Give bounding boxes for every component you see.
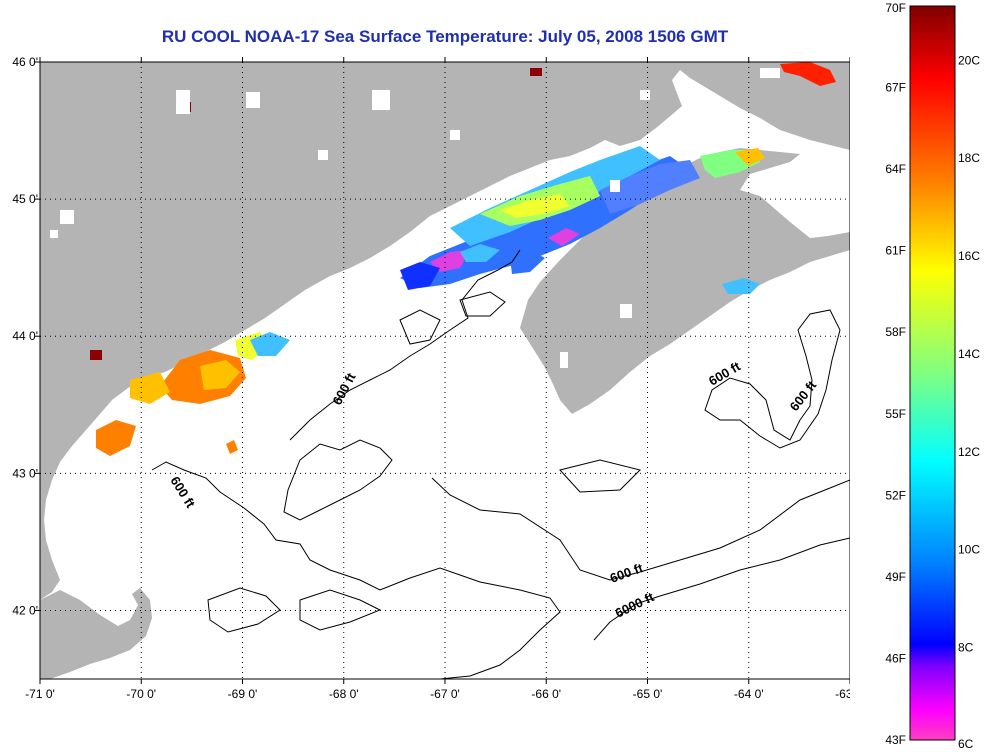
lat-tick-label: 46 0' [12,55,38,69]
colorbar-c-label: 16C [958,249,980,263]
lon-tick-label: -64 0' [734,687,764,701]
colorbar-f-label: 49F [885,570,906,584]
lat-tick-label: 44 0' [12,329,38,343]
lon-tick-label: -70 0' [126,687,156,701]
sst-map: 600 ft 600 ft 600 ft 600 ft 600 ft 6000 … [12,55,850,701]
colorbar-f-label: 55F [885,407,906,421]
lon-tick-label: -65 0' [633,687,663,701]
lakes [50,68,780,368]
lon-tick-label: -69 0' [228,687,258,701]
speck [90,350,102,360]
lat-tick-label: 45 0' [12,192,38,206]
lon-tick-label: -66 0' [531,687,561,701]
colorbar-c-label: 6C [958,737,974,751]
sst-patches [96,146,765,456]
lon-tick-label: -68 0' [329,687,359,701]
lat-tick-label: 42 0' [12,603,38,617]
colorbar-c-label: 10C [958,543,980,557]
colorbar-f-label: 46F [885,651,906,665]
colorbar-c-label: 12C [958,445,980,459]
colorbar-f-label: 70F [885,1,906,15]
colorbar-f-label: 61F [885,244,906,258]
lon-tick-label: -63 0' [835,687,850,701]
colorbar-f-label: 58F [885,325,906,339]
colorbar-f-label: 52F [885,488,906,502]
speck [530,68,542,76]
colorbar-gradient [909,5,956,741]
colorbar-c-label: 14C [958,347,980,361]
colorbar-c-label: 18C [958,151,980,165]
colorbar-f-label: 67F [885,81,906,95]
nova-scotia-land [520,148,850,414]
colorbar-f-label: 43F [885,733,906,747]
colorbar-c-label: 20C [958,53,980,67]
bathymetry-contours [151,249,850,679]
speck [780,62,836,86]
colorbar-f-label: 64F [885,162,906,176]
lon-tick-label: -71 0' [25,687,55,701]
lon-tick-label: -67 0' [430,687,460,701]
axis-ticks [35,57,850,684]
mainland-land [40,62,850,600]
lat-tick-label: 43 0' [12,466,38,480]
cape-cod-land [40,588,152,679]
map-title: RU COOL NOAA-17 Sea Surface Temperature:… [161,27,729,46]
colorbar-c-label: 8C [958,641,974,655]
axis-labels: -71 0' -70 0' -69 0' -68 0' -67 0' -66 0' -65 … [12,55,850,701]
map-grid [40,62,850,679]
